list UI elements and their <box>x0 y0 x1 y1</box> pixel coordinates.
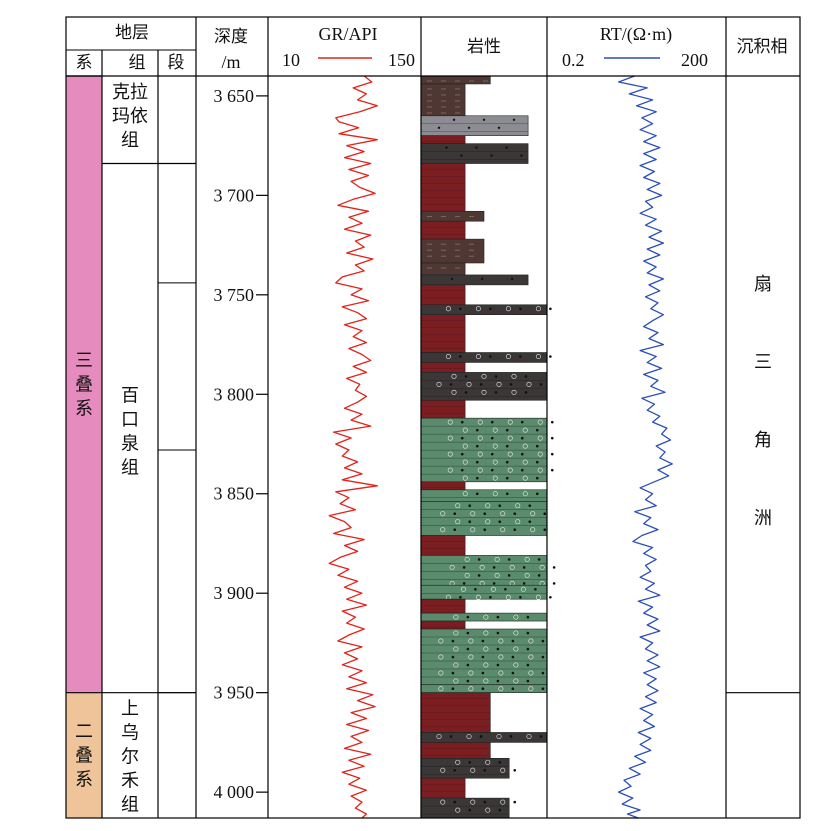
system-label-char: 叠 <box>75 745 93 766</box>
system-label-char: 系 <box>75 769 93 790</box>
group-label-line: 玛依 <box>112 106 148 127</box>
lithology-bed <box>420 135 466 144</box>
depth-axis: 3 650 3 700 3 750 3 800 3 850 3 900 3 950 4 000 <box>214 86 268 802</box>
header-system: 系 <box>76 53 93 73</box>
lithology-bed <box>420 238 485 264</box>
lithology-bed <box>420 765 510 779</box>
facies-label-char: 扇 <box>754 274 772 295</box>
system-label-char: 三 <box>75 350 93 371</box>
group-label-line: 禾 <box>121 771 139 792</box>
depth-tick-label: 4 000 <box>214 782 255 802</box>
header-gr-title: GR/API <box>318 24 377 44</box>
group-label-line: 口 <box>121 410 139 431</box>
depth-tick-label: 3 650 <box>214 86 255 106</box>
lithology-bed <box>420 262 466 276</box>
lithology-bed <box>420 777 466 799</box>
lithology-bed <box>420 352 548 363</box>
lithology-bed <box>420 115 529 136</box>
group-label-line: 乌 <box>121 723 139 744</box>
lithology-bed <box>420 758 510 767</box>
rt-curve-track <box>617 75 673 819</box>
lithology-bed <box>420 284 466 306</box>
system-block <box>66 76 102 693</box>
group-label-line: 上 <box>121 699 139 720</box>
lithology-bed <box>420 598 466 614</box>
header-rt-title: RT/(Ω·m) <box>600 24 672 45</box>
group-label-line: 尔 <box>121 747 139 768</box>
depth-tick-label: 3 750 <box>214 285 255 305</box>
group-label-line: 组 <box>121 458 139 479</box>
header-rt-max: 200 <box>681 50 708 70</box>
header-depth-line2: /m <box>221 52 240 72</box>
lithology-bed <box>420 489 548 503</box>
facies-label-char: 角 <box>754 430 772 451</box>
depth-tick-label: 3 900 <box>214 583 255 603</box>
group-label-line: 泉 <box>121 434 139 455</box>
header-member: 段 <box>168 53 185 73</box>
lithology-bed <box>420 742 491 759</box>
lithology-bed <box>420 220 466 240</box>
rt-curve-line <box>617 75 673 819</box>
depth-tick-label: 3 800 <box>214 384 255 404</box>
lithology-bed <box>420 143 529 164</box>
group-label-line: 百 <box>121 386 139 407</box>
header-group: 组 <box>129 53 146 73</box>
header-gr-max: 150 <box>388 50 415 70</box>
lithology-bed <box>420 797 510 819</box>
header-depth-line1: 深度 <box>214 27 248 47</box>
lithology-bed <box>420 620 466 630</box>
lithology-bed <box>420 481 466 491</box>
system-block <box>66 692 102 818</box>
system-label-char: 二 <box>75 721 93 742</box>
table-grid <box>65 16 801 819</box>
group-label-line: 克拉 <box>112 82 148 103</box>
lithology-bed <box>420 399 466 419</box>
group-label-line: 组 <box>121 130 139 151</box>
lithology-bed <box>420 75 491 85</box>
column-headers: 地层 系 组 段 深度 /m GR/API 10 150 岩性 RT/(Ω·m)… <box>76 23 788 73</box>
lithology-bed <box>420 314 466 353</box>
lithology-bed <box>420 362 466 373</box>
lithology-bed <box>420 304 548 316</box>
lithology-bed <box>420 584 548 600</box>
header-gr-min: 10 <box>282 50 300 70</box>
system-label-char: 叠 <box>75 374 93 395</box>
facies-label-char: 三 <box>754 352 772 373</box>
system-label-char: 系 <box>75 398 93 419</box>
lithology-column <box>420 75 556 819</box>
gr-curve-line <box>328 75 378 819</box>
lithology-bed <box>420 555 548 586</box>
group-label-line: 组 <box>121 795 139 816</box>
lithology-bed <box>420 163 466 212</box>
header-lithology: 岩性 <box>467 37 501 57</box>
header-formation: 地层 <box>115 23 149 43</box>
lithology-bed <box>420 535 466 556</box>
header-facies: 沉积相 <box>737 37 788 57</box>
header-rt-min: 0.2 <box>562 50 585 70</box>
depth-tick-label: 3 700 <box>214 185 255 205</box>
lithology-bed <box>420 83 466 117</box>
facies-label-char: 洲 <box>754 508 772 529</box>
depth-tick-label: 3 850 <box>214 484 255 504</box>
member-column <box>158 163 196 694</box>
depth-tick-label: 3 950 <box>214 683 255 703</box>
gr-curve-track <box>328 75 378 819</box>
lithology-bed <box>420 732 548 743</box>
